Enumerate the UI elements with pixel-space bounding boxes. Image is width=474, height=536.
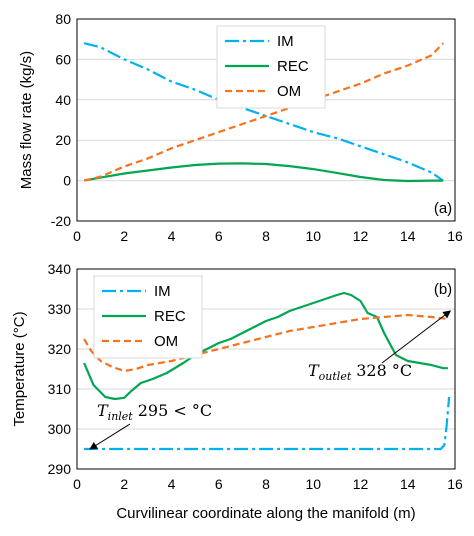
x-tick-label: 8	[262, 476, 270, 492]
annotation-outlet: Toutlet 328 °C	[308, 361, 412, 383]
y-tick-label: 320	[48, 341, 72, 357]
y-tick-label: 80	[55, 11, 71, 27]
x-tick-label: 16	[447, 476, 463, 492]
legend-label-im: IM	[277, 33, 294, 50]
y-tick-label: 310	[48, 381, 72, 397]
y-tick-label: 60	[55, 51, 71, 67]
series-line-im	[83, 42, 444, 182]
panel-b-y-axis-label: Temperature (°C)	[11, 311, 28, 426]
panel-a-frame	[76, 18, 456, 222]
y-tick-label: 330	[48, 301, 72, 317]
x-tick-label: 12	[353, 228, 369, 244]
y-tick-label: 300	[48, 421, 72, 437]
legend-box	[216, 25, 326, 109]
panel-a-series	[83, 42, 444, 183]
x-tick-label: 0	[73, 476, 81, 492]
panel-a-x-ticks: 0 2 4 6 8 10 12 14 16	[73, 228, 463, 244]
y-tick-label: 40	[55, 92, 71, 108]
x-tick-label: 2	[120, 228, 128, 244]
panel-a-label: (a)	[434, 200, 452, 217]
y-tick-label: 20	[55, 132, 71, 148]
x-tick-label: 4	[168, 476, 176, 492]
legend-label-om: OM	[277, 83, 301, 100]
panel-a-legend: IM REC OM	[216, 25, 326, 109]
series-line-im	[84, 396, 451, 451]
y-tick-label: 290	[48, 461, 72, 477]
panel-b-label: (b)	[434, 281, 452, 298]
panel-a-y-ticks: -20 0 20 40 60 80	[51, 11, 71, 229]
series-line-rec	[83, 291, 448, 401]
panel-b-legend: IM REC OM	[93, 275, 203, 359]
x-tick-label: 16	[447, 228, 463, 244]
panel-b-annotations: Toutlet 328 °C Tinlet 295 < °C	[89, 310, 452, 450]
x-tick-label: 10	[305, 476, 321, 492]
annotation-inlet: Tinlet 295 < °C	[97, 401, 212, 423]
x-tick-label: 0	[73, 228, 81, 244]
panel-b: 290 300 310 320 330 340 0 2 4 6 8 10 12 14 16 Tempera…	[11, 261, 463, 522]
y-tick-label: 0	[63, 173, 71, 189]
legend-label-om: OM	[154, 333, 178, 350]
series-line-rec	[83, 162, 444, 183]
x-tick-label: 2	[120, 476, 128, 492]
legend-label-rec: REC	[154, 308, 186, 325]
annotation-arrow-outlet	[381, 310, 452, 364]
x-tick-label: 10	[305, 228, 321, 244]
x-tick-label: 14	[400, 228, 416, 244]
legend-label-im: IM	[154, 283, 171, 300]
x-tick-label: 8	[262, 228, 270, 244]
x-tick-label: 4	[168, 228, 176, 244]
x-tick-label: 12	[353, 476, 369, 492]
series-line-om	[83, 42, 444, 182]
panel-b-frame	[76, 268, 456, 470]
annotation-arrow-inlet	[89, 423, 131, 450]
y-tick-label: -20	[51, 213, 71, 229]
y-tick-label: 340	[48, 261, 72, 277]
legend-label-rec: REC	[277, 58, 309, 75]
panel-b-x-ticks: 0 2 4 6 8 10 12 14 16	[73, 476, 463, 492]
x-tick-label: 6	[215, 228, 223, 244]
x-tick-label: 14	[400, 476, 416, 492]
x-axis-label: Curvilinear coordinate along the manifol…	[116, 505, 415, 522]
panel-a-y-axis-label: Mass flow rate (kg/s)	[18, 51, 35, 189]
panel-b-series	[83, 291, 451, 451]
panel-b-y-ticks: 290 300 310 320 330 340	[48, 261, 72, 477]
x-tick-label: 6	[215, 476, 223, 492]
